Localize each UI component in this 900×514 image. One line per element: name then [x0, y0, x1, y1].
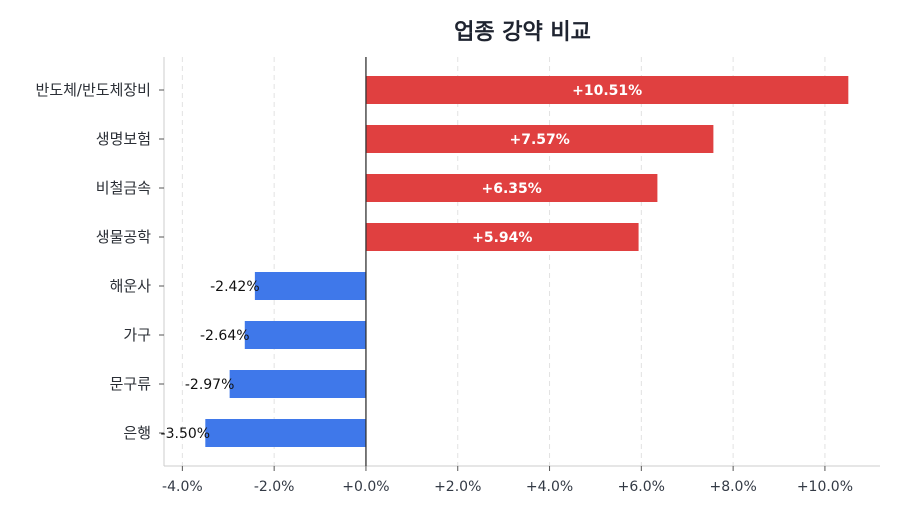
x-tick-label: +2.0% — [434, 479, 481, 495]
value-label: +10.51% — [572, 83, 642, 99]
bar — [365, 223, 639, 251]
bar — [229, 370, 366, 398]
x-tick-label: +0.0% — [342, 479, 389, 495]
x-tick-label: +6.0% — [618, 479, 665, 495]
value-label: +6.35% — [482, 181, 542, 197]
bar — [244, 321, 366, 349]
x-tick-label: +10.0% — [797, 479, 853, 495]
category-label: 은행 — [123, 424, 151, 442]
bar — [205, 419, 366, 447]
category-label: 가구 — [123, 326, 151, 344]
x-tick-label: +8.0% — [709, 479, 756, 495]
bar — [365, 76, 849, 104]
chart-title: 업종 강약 비교 — [454, 20, 591, 45]
category-label: 비철금속 — [96, 179, 151, 197]
value-label: -2.42% — [210, 279, 260, 295]
value-label: -3.50% — [161, 426, 211, 442]
x-tick-label: -2.0% — [254, 479, 295, 495]
value-label: +5.94% — [472, 230, 532, 246]
value-label: -2.64% — [200, 328, 250, 344]
bar — [365, 174, 658, 202]
bar — [365, 125, 714, 153]
x-tick-label: +4.0% — [526, 479, 573, 495]
bar — [254, 272, 366, 300]
category-label: 문구류 — [110, 375, 152, 393]
category-label: 생물공학 — [96, 228, 151, 246]
x-tick-label: -4.0% — [162, 479, 203, 495]
category-label: 반도체/반도체장비 — [36, 81, 151, 99]
category-label: 해운사 — [110, 277, 152, 295]
value-label: +7.57% — [510, 132, 570, 148]
value-label: -2.97% — [185, 377, 235, 393]
category-label: 생명보험 — [96, 130, 151, 148]
